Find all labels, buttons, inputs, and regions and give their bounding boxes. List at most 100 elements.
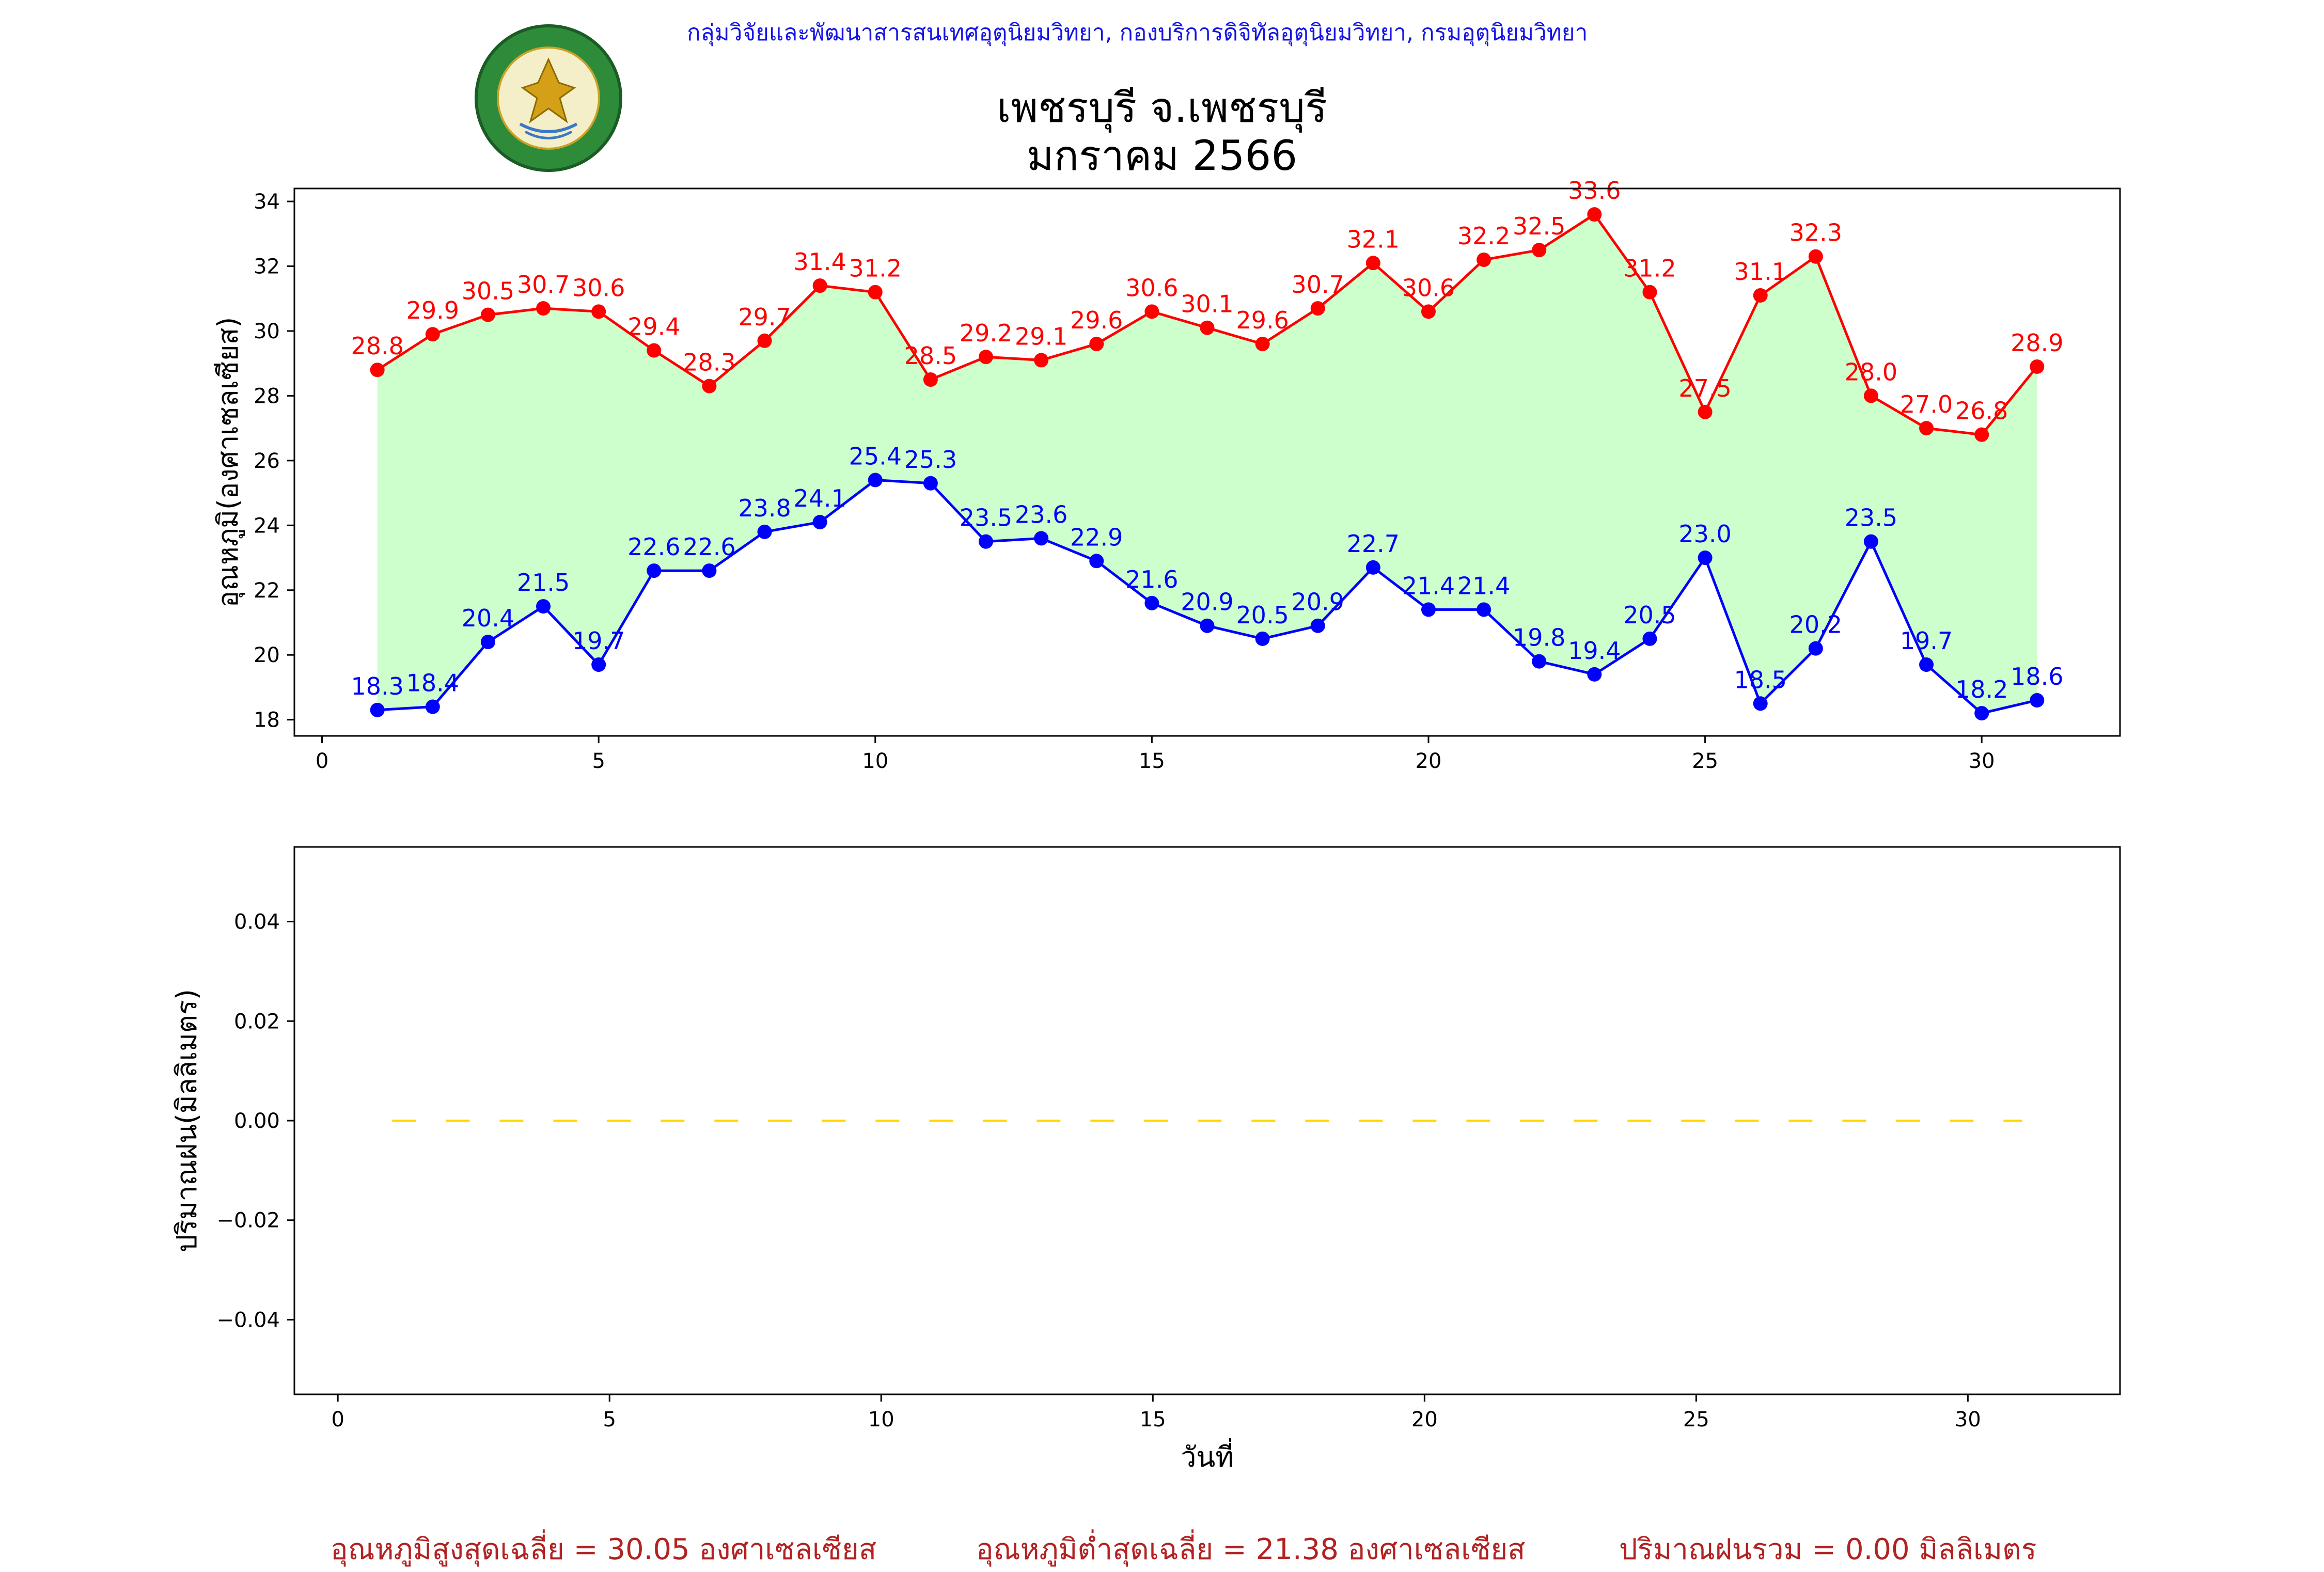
max-temperature-label: 32.3: [1789, 219, 1842, 247]
x-tick-label: 20: [1416, 749, 1442, 773]
min-temperature-point: [1642, 631, 1657, 646]
max-temperature-point: [1200, 320, 1215, 335]
max-temperature-label: 30.7: [1292, 271, 1344, 298]
max-temperature-label: 29.9: [406, 296, 459, 324]
max-temperature-label: 28.5: [904, 342, 957, 370]
min-temperature-point: [425, 699, 440, 714]
min-temperature-label: 25.4: [849, 442, 902, 470]
min-temperature-point: [1587, 667, 1602, 682]
min-temperature-label: 22.9: [1070, 523, 1123, 551]
y-axis-title: อุณหภูมิ(องศาเซลเซียส): [212, 317, 245, 608]
y-tick-label: 32: [254, 255, 280, 279]
min-temperature-point: [1200, 618, 1215, 633]
max-temperature-label: 32.5: [1513, 212, 1565, 240]
max-temperature-label: 29.7: [738, 303, 791, 331]
max-temperature-point: [1532, 243, 1547, 258]
max-temperature-label: 31.2: [849, 255, 902, 282]
y-tick-label: 30: [254, 320, 280, 343]
max-temperature-label: 30.1: [1181, 290, 1233, 318]
temperature-range-fill: [377, 214, 2037, 714]
min-temperature-label: 23.6: [1015, 500, 1067, 528]
max-temperature-point: [1863, 388, 1878, 403]
min-temperature-label: 23.0: [1678, 520, 1731, 548]
chart-subtitle: มกราคม 2566: [1026, 132, 1298, 180]
max-temperature-point: [1587, 207, 1602, 222]
max-temperature-point: [480, 307, 495, 322]
max-temperature-point: [425, 327, 440, 342]
meteorological-department-logo: [471, 21, 626, 176]
max-temperature-label: 29.6: [1236, 306, 1289, 334]
y-tick-label: 18: [254, 709, 280, 732]
max-temperature-point: [812, 278, 827, 293]
min-temperature-label: 20.9: [1181, 588, 1233, 616]
max-temperature-point: [536, 301, 551, 316]
max-temperature-label: 30.6: [1125, 274, 1178, 302]
min-temperature-label: 22.7: [1347, 530, 1400, 558]
max-temperature-label: 28.3: [683, 349, 735, 376]
y-tick-label: −0.04: [216, 1308, 280, 1332]
x-tick-label: 5: [592, 749, 605, 773]
max-temperature-label: 29.1: [1015, 322, 1067, 350]
max-temperature-label: 30.5: [462, 277, 514, 305]
min-temperature-label: 23.8: [738, 494, 791, 522]
min-temperature-label: 21.4: [1402, 572, 1455, 600]
y-tick-label: 28: [254, 384, 280, 408]
y-tick-label: −0.02: [216, 1209, 280, 1233]
max-temperature-point: [1421, 304, 1436, 319]
x-tick-label: 25: [1692, 749, 1718, 773]
min-temperature-point: [1421, 602, 1436, 617]
max-temperature-label: 26.8: [1955, 397, 2008, 425]
min-temperature-point: [1863, 534, 1878, 549]
min-temperature-point: [979, 534, 994, 549]
min-temperature-label: 20.5: [1236, 601, 1289, 629]
max-temperature-point: [757, 333, 772, 348]
min-temperature-point: [1144, 595, 1159, 610]
y-tick-label: 24: [254, 514, 280, 538]
max-temperature-point: [1698, 404, 1713, 419]
min-temperature-point: [923, 476, 938, 491]
max-temperature-point: [923, 372, 938, 387]
min-temperature-point: [1034, 531, 1049, 546]
min-temperature-label: 22.6: [683, 533, 735, 561]
min-temperature-label: 18.5: [1734, 666, 1787, 694]
y-tick-label: 0.02: [234, 1010, 280, 1033]
max-temperature-label: 29.4: [627, 313, 680, 341]
max-temperature-point: [1365, 256, 1380, 271]
max-temperature-label: 31.4: [793, 248, 846, 276]
x-tick-label: 20: [1411, 1408, 1438, 1432]
max-temperature-point: [1089, 337, 1104, 352]
min-temperature-label: 19.7: [572, 627, 625, 655]
max-temperature-label: 32.1: [1347, 225, 1400, 253]
y-tick-label: 22: [254, 579, 280, 603]
min-temperature-point: [1310, 618, 1325, 633]
min-temperature-point: [868, 473, 883, 488]
min-temperature-point: [370, 702, 385, 717]
max-temperature-label: 29.2: [960, 319, 1012, 347]
max-temperature-point: [1974, 427, 1989, 442]
plot-frame: [293, 187, 2121, 737]
x-tick-label: 15: [1140, 1408, 1166, 1432]
max-temperature-label: 30.6: [572, 274, 625, 302]
min-temperature-point: [536, 599, 551, 614]
min-temperature-point: [1753, 696, 1768, 711]
max-temperature-point: [868, 285, 883, 300]
min-temperature-point: [1477, 602, 1491, 617]
min-temperature-label: 24.1: [793, 484, 846, 512]
y-tick-label: 0.04: [234, 910, 280, 934]
min-temperature-label: 21.5: [517, 569, 570, 596]
y-tick-label: 20: [254, 643, 280, 667]
max-temperature-point: [591, 304, 606, 319]
x-axis-title: วันที่: [1181, 1438, 1234, 1473]
max-temperature-point: [979, 350, 994, 365]
x-tick-label: 10: [862, 749, 888, 773]
max-temperature-label: 33.6: [1568, 177, 1621, 205]
x-tick-label: 0: [331, 1408, 344, 1432]
y-tick-label: 0.00: [234, 1109, 280, 1133]
x-tick-label: 10: [868, 1408, 894, 1432]
chart-title: เพชรบุรี จ.เพชรบุรี: [997, 84, 1327, 132]
min-temperature-label: 20.2: [1789, 611, 1842, 639]
max-temperature-point: [1144, 304, 1159, 319]
max-temperature-label: 32.2: [1457, 222, 1510, 250]
y-tick-label: 34: [254, 190, 280, 214]
min-temperature-point: [1808, 641, 1823, 656]
